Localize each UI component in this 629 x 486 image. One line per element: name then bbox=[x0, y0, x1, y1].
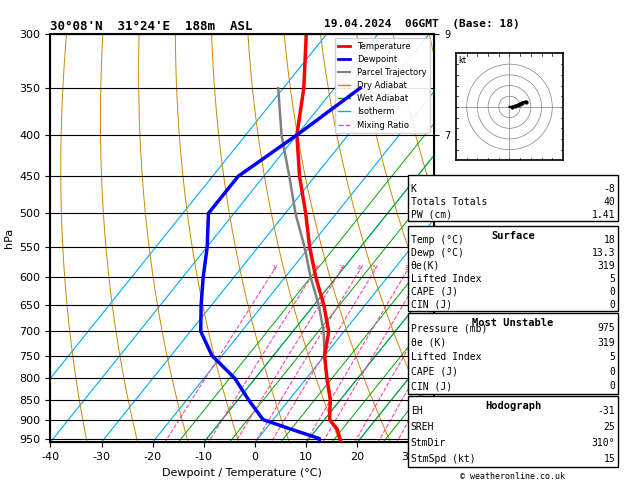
Text: 20: 20 bbox=[470, 265, 479, 271]
Text: 25: 25 bbox=[603, 422, 615, 432]
Text: kt: kt bbox=[458, 55, 466, 65]
Text: 0: 0 bbox=[610, 287, 615, 296]
Text: CAPE (J): CAPE (J) bbox=[411, 367, 458, 377]
Text: CIN (J): CIN (J) bbox=[411, 299, 452, 310]
Legend: Temperature, Dewpoint, Parcel Trajectory, Dry Adiabat, Wet Adiabat, Isotherm, Mi: Temperature, Dewpoint, Parcel Trajectory… bbox=[335, 38, 430, 133]
Text: 2: 2 bbox=[313, 265, 317, 271]
Text: Most Unstable: Most Unstable bbox=[472, 318, 554, 329]
Text: Lifted Index: Lifted Index bbox=[411, 352, 481, 362]
Text: 0: 0 bbox=[610, 299, 615, 310]
Text: 13.3: 13.3 bbox=[592, 248, 615, 258]
Text: Lifted Index: Lifted Index bbox=[411, 274, 481, 284]
Text: 10: 10 bbox=[418, 265, 427, 271]
Text: 0: 0 bbox=[610, 367, 615, 377]
Text: -8: -8 bbox=[603, 184, 615, 194]
Text: CAPE (J): CAPE (J) bbox=[411, 287, 458, 296]
Text: Hodograph: Hodograph bbox=[485, 401, 541, 411]
Text: Temp (°C): Temp (°C) bbox=[411, 235, 464, 245]
Text: StmDir: StmDir bbox=[411, 438, 446, 448]
Text: 30°08'N  31°24'E  188m  ASL: 30°08'N 31°24'E 188m ASL bbox=[50, 20, 253, 33]
Text: 0: 0 bbox=[610, 382, 615, 391]
Text: StmSpd (kt): StmSpd (kt) bbox=[411, 453, 476, 464]
Text: Dewp (°C): Dewp (°C) bbox=[411, 248, 464, 258]
Text: SREH: SREH bbox=[411, 422, 434, 432]
Text: 319: 319 bbox=[598, 260, 615, 271]
Text: Pressure (mb): Pressure (mb) bbox=[411, 323, 487, 333]
Text: 975: 975 bbox=[598, 323, 615, 333]
Text: 1: 1 bbox=[271, 265, 276, 271]
Text: 319: 319 bbox=[598, 338, 615, 347]
Text: 5: 5 bbox=[372, 265, 376, 271]
Text: © weatheronline.co.uk: © weatheronline.co.uk bbox=[460, 472, 565, 481]
Text: 1.41: 1.41 bbox=[592, 209, 615, 220]
X-axis label: Dewpoint / Temperature (°C): Dewpoint / Temperature (°C) bbox=[162, 468, 322, 478]
Text: -31: -31 bbox=[598, 406, 615, 417]
Text: EH: EH bbox=[411, 406, 423, 417]
Text: 15: 15 bbox=[603, 453, 615, 464]
Text: Totals Totals: Totals Totals bbox=[411, 197, 487, 207]
Text: CIN (J): CIN (J) bbox=[411, 382, 452, 391]
Text: θe(K): θe(K) bbox=[411, 260, 440, 271]
Text: 40: 40 bbox=[603, 197, 615, 207]
Text: PW (cm): PW (cm) bbox=[411, 209, 452, 220]
Text: θe (K): θe (K) bbox=[411, 338, 446, 347]
Text: 5: 5 bbox=[610, 352, 615, 362]
Text: 15: 15 bbox=[448, 265, 457, 271]
Text: 5: 5 bbox=[610, 274, 615, 284]
Text: 19.04.2024  06GMT  (Base: 18): 19.04.2024 06GMT (Base: 18) bbox=[323, 19, 520, 30]
Text: K: K bbox=[411, 184, 416, 194]
Text: 18: 18 bbox=[603, 235, 615, 245]
Text: 4: 4 bbox=[357, 265, 361, 271]
Text: Surface: Surface bbox=[491, 231, 535, 241]
Y-axis label: km
ASL: km ASL bbox=[456, 229, 477, 247]
Text: 25: 25 bbox=[488, 265, 497, 271]
Text: 310°: 310° bbox=[592, 438, 615, 448]
Y-axis label: hPa: hPa bbox=[4, 228, 14, 248]
Text: LCL: LCL bbox=[454, 431, 469, 439]
Text: 3: 3 bbox=[338, 265, 342, 271]
Text: 8: 8 bbox=[404, 265, 409, 271]
